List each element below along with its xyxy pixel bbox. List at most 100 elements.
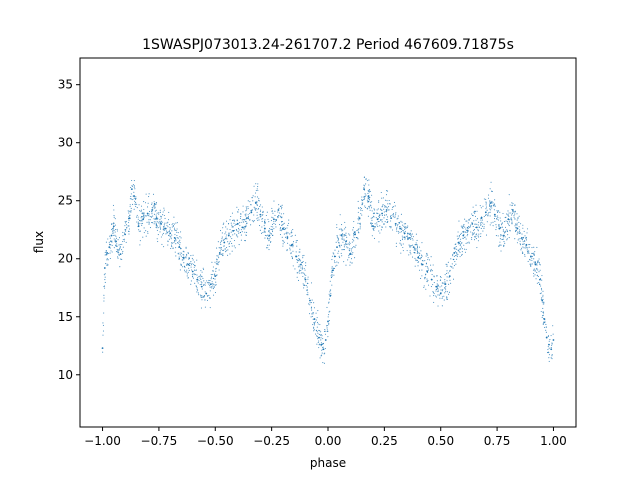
scatter-dot [138, 219, 139, 220]
scatter-dot [332, 256, 333, 257]
scatter-dot [250, 224, 251, 225]
scatter-dot [440, 292, 441, 293]
scatter-dot [194, 274, 195, 275]
scatter-dot [264, 231, 265, 232]
scatter-dot [352, 252, 353, 253]
scatter-dot [258, 219, 259, 220]
scatter-dot [400, 253, 401, 254]
scatter-dot [523, 244, 524, 245]
scatter-dot [403, 243, 404, 244]
scatter-dot [510, 204, 511, 205]
scatter-dot [371, 207, 372, 208]
scatter-dot [177, 228, 178, 229]
scatter-dot [499, 226, 500, 227]
scatter-dot [390, 227, 391, 228]
scatter-dot [366, 178, 367, 179]
scatter-dot [174, 229, 175, 230]
scatter-dot [358, 208, 359, 209]
data-point [548, 344, 550, 346]
scatter-dot [437, 280, 438, 281]
scatter-dot [259, 200, 260, 201]
scatter-dot [379, 232, 380, 233]
scatter-dot [264, 219, 265, 220]
scatter-dot [385, 221, 386, 222]
scatter-dot [208, 295, 209, 296]
scatter-dot [248, 208, 249, 209]
scatter-dot [157, 230, 158, 231]
scatter-dot [260, 210, 261, 211]
scatter-dot [232, 226, 233, 227]
scatter-dot [428, 268, 429, 269]
scatter-dot [333, 275, 334, 276]
scatter-dot [293, 265, 294, 266]
scatter-dot [472, 232, 473, 233]
scatter-dot [257, 205, 258, 206]
scatter-dot [360, 226, 361, 227]
scatter-dot [202, 272, 203, 273]
scatter-dot [190, 284, 191, 285]
y-axis-label: flux [32, 231, 46, 253]
scatter-dot [115, 242, 116, 243]
scatter-dot [412, 245, 413, 246]
scatter-dot [541, 293, 542, 294]
scatter-dot [437, 305, 438, 306]
scatter-dot [145, 202, 146, 203]
scatter-dot [128, 220, 129, 221]
scatter-dot [244, 226, 245, 227]
scatter-dot [353, 221, 354, 222]
scatter-dot [518, 239, 519, 240]
scatter-dot [440, 276, 441, 277]
scatter-dot [256, 201, 257, 202]
scatter-dot [536, 272, 537, 273]
scatter-dot [287, 225, 288, 226]
scatter-dot [255, 210, 256, 211]
scatter-dot [337, 236, 338, 237]
scatter-dot [330, 293, 331, 294]
scatter-dot [179, 244, 180, 245]
scatter-dot [522, 246, 523, 247]
scatter-dot [311, 310, 312, 311]
scatter-dot [284, 234, 285, 235]
scatter-dot [355, 234, 356, 235]
scatter-dot [405, 223, 406, 224]
scatter-dot [328, 316, 329, 317]
scatter-dot [529, 244, 530, 245]
scatter-dot [467, 234, 468, 235]
scatter-dot [488, 198, 489, 199]
scatter-dot [360, 213, 361, 214]
scatter-dot [515, 211, 516, 212]
scatter-dot [257, 217, 258, 218]
scatter-dot [544, 321, 545, 322]
scatter-dot [543, 303, 544, 304]
scatter-dot [416, 234, 417, 235]
scatter-dot [500, 220, 501, 221]
scatter-dot [282, 205, 283, 206]
scatter-dot [277, 211, 278, 212]
scatter-dot [490, 224, 491, 225]
scatter-dot [445, 283, 446, 284]
scatter-dot [467, 232, 468, 233]
scatter-dot [341, 255, 342, 256]
scatter-dot [264, 238, 265, 239]
scatter-dot [480, 220, 481, 221]
scatter-dot [496, 227, 497, 228]
scatter-dot [261, 226, 262, 227]
scatter-dot [297, 262, 298, 263]
scatter-dot [431, 269, 432, 270]
scatter-dot [466, 243, 467, 244]
scatter-dot [378, 202, 379, 203]
scatter-dot [191, 264, 192, 265]
scatter-dot [514, 205, 515, 206]
scatter-dot [113, 235, 114, 236]
scatter-dot [360, 224, 361, 225]
scatter-dot [443, 296, 444, 297]
scatter-dot [115, 218, 116, 219]
scatter-dot [106, 251, 107, 252]
scatter-dot [299, 252, 300, 253]
scatter-dot [498, 235, 499, 236]
scatter-dot [172, 224, 173, 225]
scatter-dot [230, 236, 231, 237]
scatter-dot [117, 229, 118, 230]
scatter-dot [329, 299, 330, 300]
scatter-dot [478, 240, 479, 241]
